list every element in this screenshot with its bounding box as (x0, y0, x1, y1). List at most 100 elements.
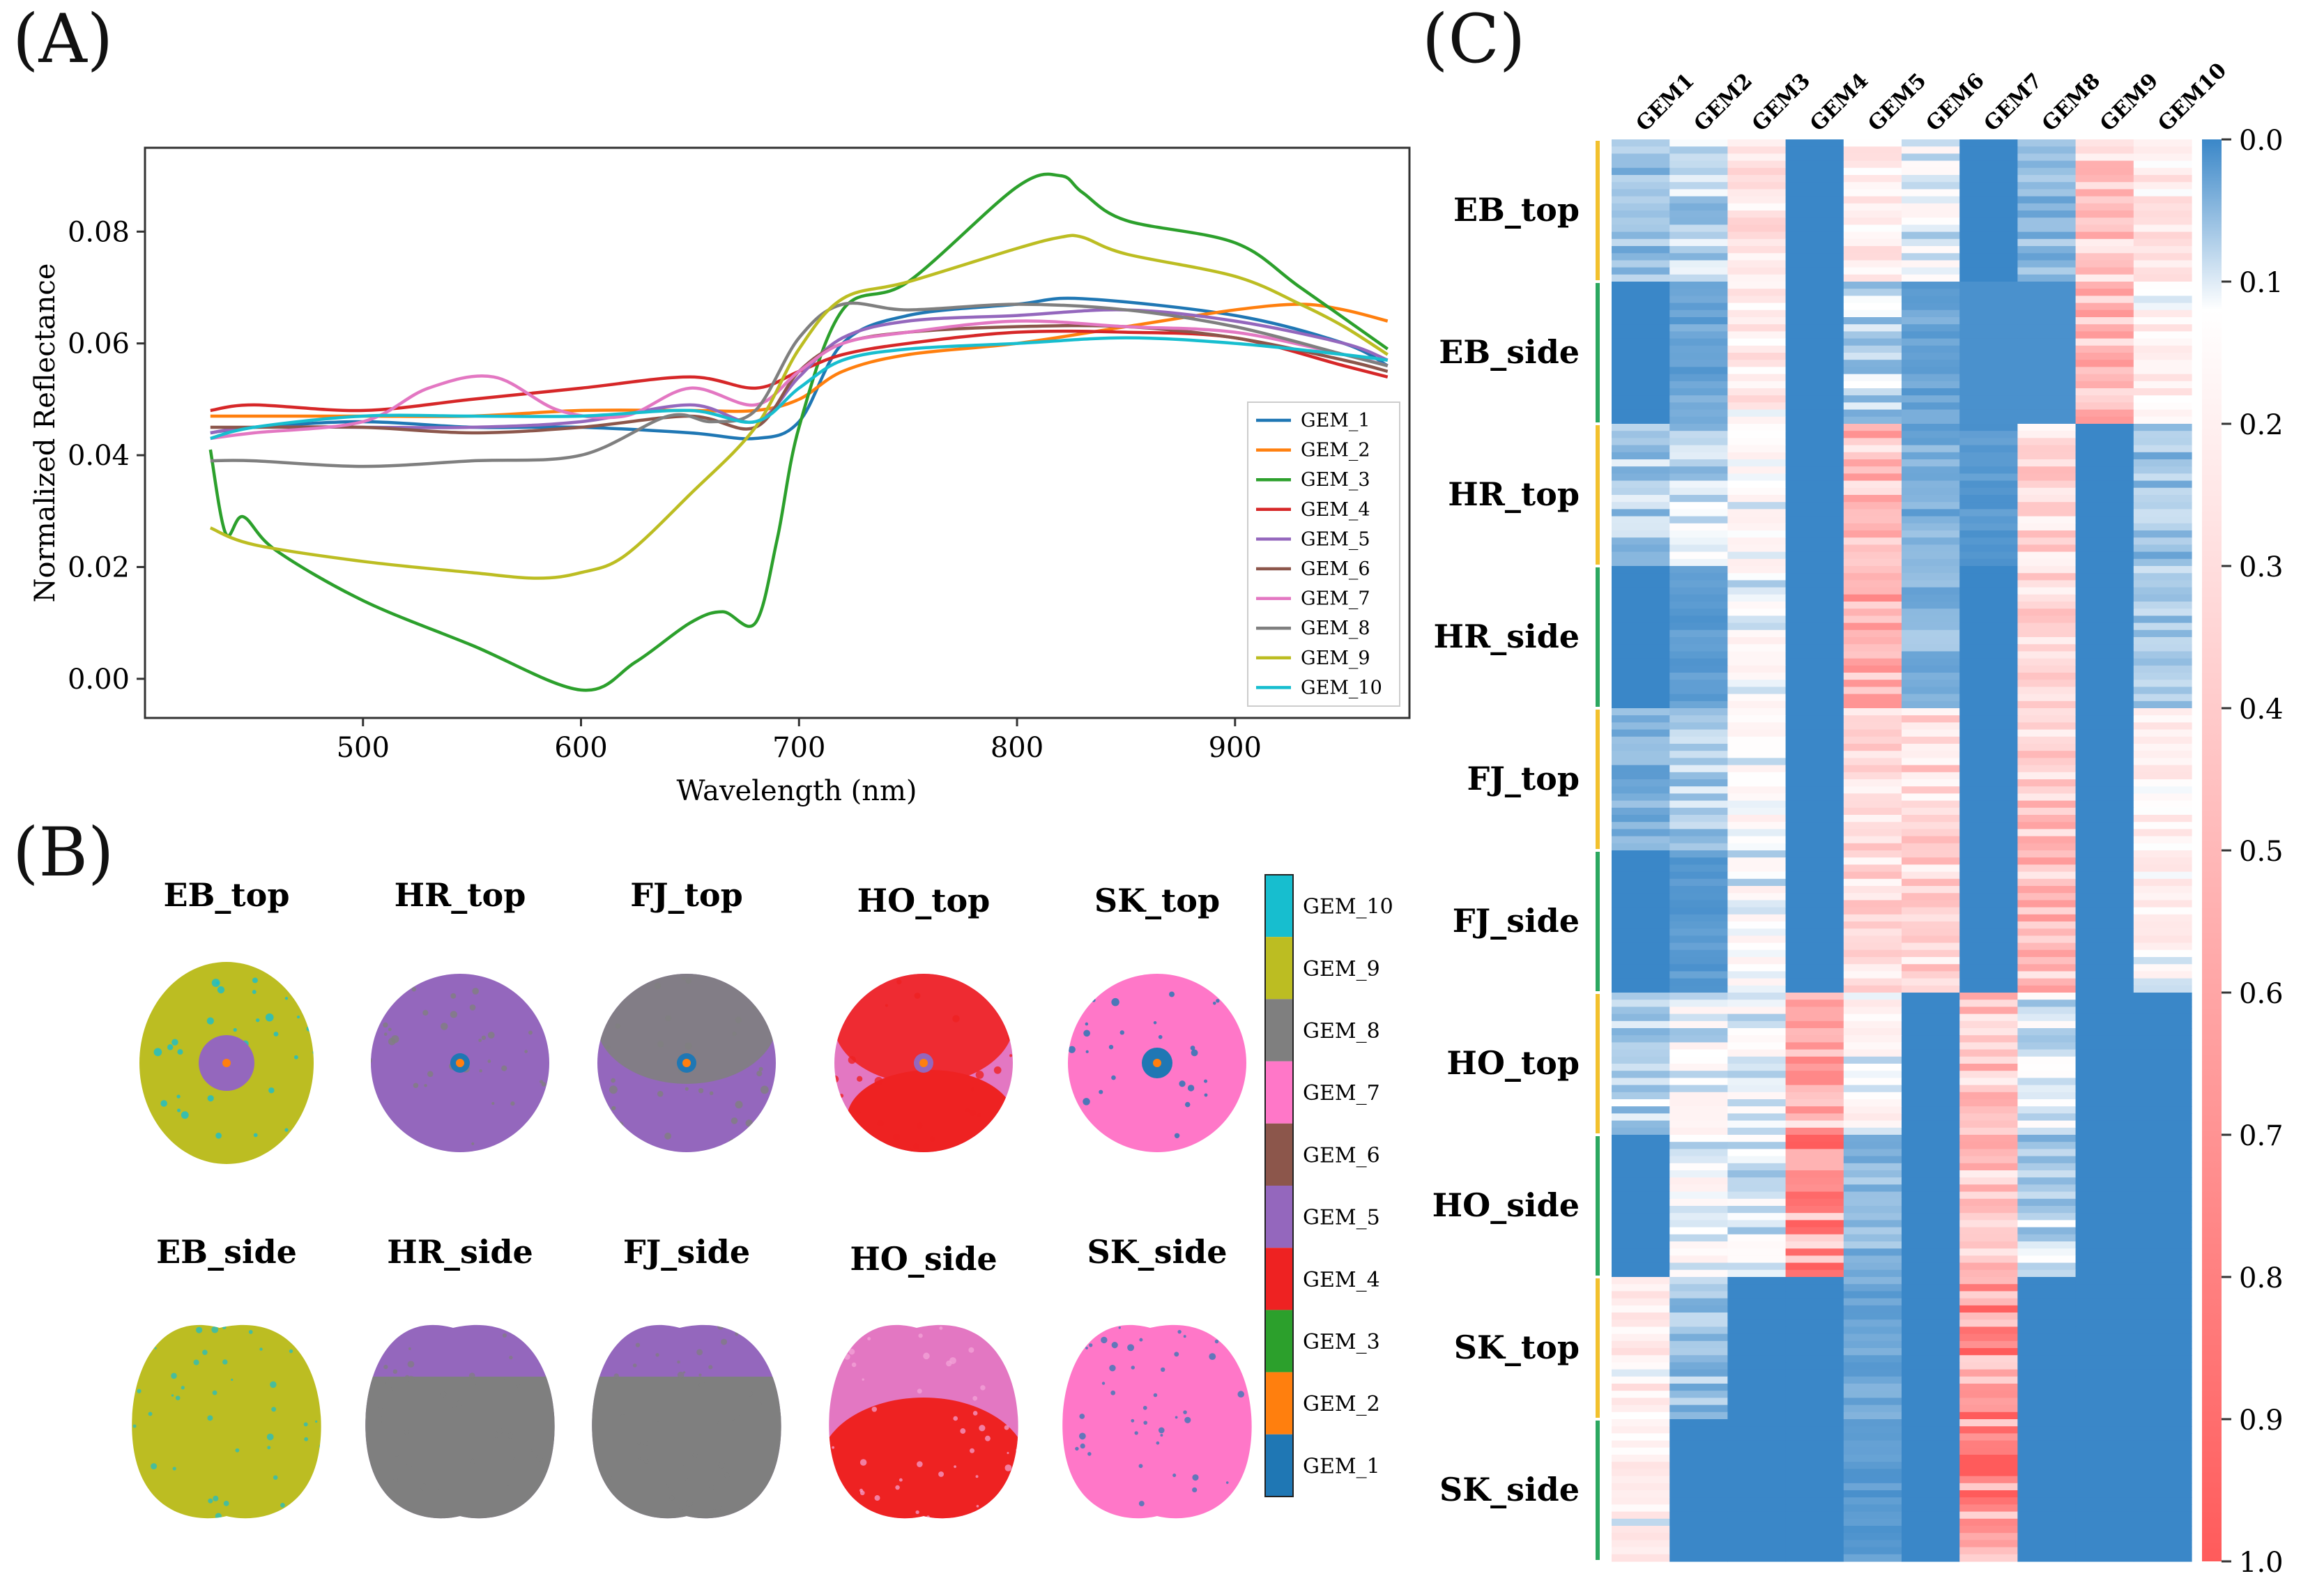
heatmap-cell (1785, 1398, 1844, 1406)
heatmap-cell (1612, 1071, 1670, 1078)
heatmap-cell (1669, 779, 1728, 787)
heatmap-cell (1843, 701, 1902, 709)
heatmap-cell (1959, 900, 2018, 908)
heatmap-cell (2017, 1135, 2077, 1142)
heatmap-cell (1902, 303, 1960, 311)
heatmap-cell (1785, 580, 1844, 588)
heatmap-cell (1727, 466, 1787, 474)
heatmap-cell (2075, 615, 2134, 624)
heatmap-cell (2075, 1213, 2134, 1221)
heatmap-cell (1669, 1405, 1728, 1413)
heatmap-cell (1843, 1184, 1902, 1193)
plot-frame (144, 146, 1411, 719)
heatmap-cell (1959, 416, 2018, 424)
heatmap-cell (1843, 985, 1902, 993)
heatmap-cell (1902, 907, 1960, 915)
heatmap-cell (2133, 1384, 2192, 1391)
heatmap-cell (1727, 1440, 1787, 1448)
heatmap-cell (2075, 744, 2134, 751)
heatmap-cell (1785, 1348, 1844, 1356)
heatmap-cell (2133, 644, 2192, 652)
heatmap-cell (2075, 694, 2134, 702)
heatmap-cell (2017, 1340, 2077, 1349)
heatmap-cell (2075, 1007, 2134, 1015)
heatmap-cell (2017, 928, 2077, 936)
heatmap-cell (1727, 260, 1787, 268)
heatmap-cell (1785, 602, 1844, 609)
heatmap-cell (1959, 1533, 2018, 1540)
heatmap-cell (2017, 1483, 2077, 1491)
heatmap-cell (1843, 1355, 1902, 1363)
heatmap-cell (1669, 772, 1728, 780)
heatmap-cell (2017, 1369, 2077, 1377)
heatmap-cell (1727, 388, 1787, 396)
heatmap-cell (1959, 1028, 2018, 1036)
heatmap-cell (1785, 1411, 1844, 1420)
heatmap-cell (1612, 772, 1670, 780)
heatmap-cell (1785, 850, 1844, 858)
panel-label-c: (C) (1422, 0, 1526, 78)
heatmap-cell (1902, 1376, 1960, 1384)
heatmap-cell (1727, 374, 1787, 382)
heatmap-cell (2017, 878, 2077, 887)
heatmap-cell (1902, 1540, 1960, 1548)
heatmap-cell (2017, 345, 2077, 353)
heatmap-cell (1785, 1447, 1844, 1455)
heatmap-cell (1902, 765, 1960, 773)
heatmap-cell (1612, 793, 1670, 802)
heatmap-cell (1902, 1348, 1960, 1356)
heatmap-cell (2017, 580, 2077, 588)
heatmap-cell (1902, 658, 1960, 666)
heatmap-cell (1843, 1220, 1902, 1228)
heatmap-cell (1612, 1106, 1670, 1114)
heatmap-cell (1902, 502, 1960, 510)
heatmap-cell (1902, 211, 1960, 218)
heatmap-cell (2017, 1319, 2077, 1327)
heatmap-cell (1612, 1269, 1670, 1278)
heatmap-cell (1612, 907, 1670, 915)
heatmap-cell (1727, 331, 1787, 339)
heatmap-cell (1669, 736, 1728, 744)
heatmap-cell (1959, 309, 2018, 318)
heatmap-cell (2017, 1419, 2077, 1427)
heatmap-cell (1902, 850, 1960, 858)
heatmap-cell (1612, 1419, 1670, 1427)
heatmap-cell (2133, 1440, 2192, 1448)
heatmap-cell (1843, 1554, 1902, 1562)
heatmap-cell (2017, 523, 2077, 531)
heatmap-cell (1727, 765, 1787, 773)
heatmap-cell (1727, 658, 1787, 666)
heatmap-cell (1785, 644, 1844, 652)
heatmap-cell (1727, 629, 1787, 638)
heatmap-cell (1727, 502, 1787, 510)
heatmap-cell (1959, 1433, 2018, 1441)
heatmap-cell (1902, 146, 1960, 154)
heatmap-cell (1902, 452, 1960, 460)
heatmap-cell (2133, 893, 2192, 901)
heatmap-cell (1612, 317, 1670, 325)
legend-entry: GEM_7 (1301, 588, 1370, 610)
heatmap-cell (1669, 1277, 1728, 1285)
heatmap-cell (1902, 772, 1960, 780)
heatmap-cell (2017, 715, 2077, 723)
heatmap-cell (1843, 615, 1902, 624)
heatmap-cell (2075, 353, 2134, 360)
heatmap-cell (2017, 317, 2077, 325)
heatmap-cell (1785, 495, 1844, 503)
heatmap-cell (2133, 942, 2192, 951)
heatmap-cell (1785, 935, 1844, 944)
heatmap-cell (1612, 182, 1670, 190)
heatmap-cell (1959, 523, 2018, 531)
heatmap-cell (2075, 573, 2134, 581)
heatmap-cell (1612, 751, 1670, 758)
heatmap-cell (1843, 388, 1902, 396)
heatmap-cell (2075, 324, 2134, 332)
heatmap-cell (1785, 388, 1844, 396)
heatmap-cell (1902, 544, 1960, 553)
heatmap-cell (1959, 1106, 2018, 1114)
heatmap-cell (2075, 1355, 2134, 1363)
heatmap-cell (2017, 424, 2077, 431)
heatmap-cell (1785, 1533, 1844, 1540)
heatmap-cell (2017, 1220, 2077, 1228)
heatmap-cell (1902, 1013, 1960, 1022)
